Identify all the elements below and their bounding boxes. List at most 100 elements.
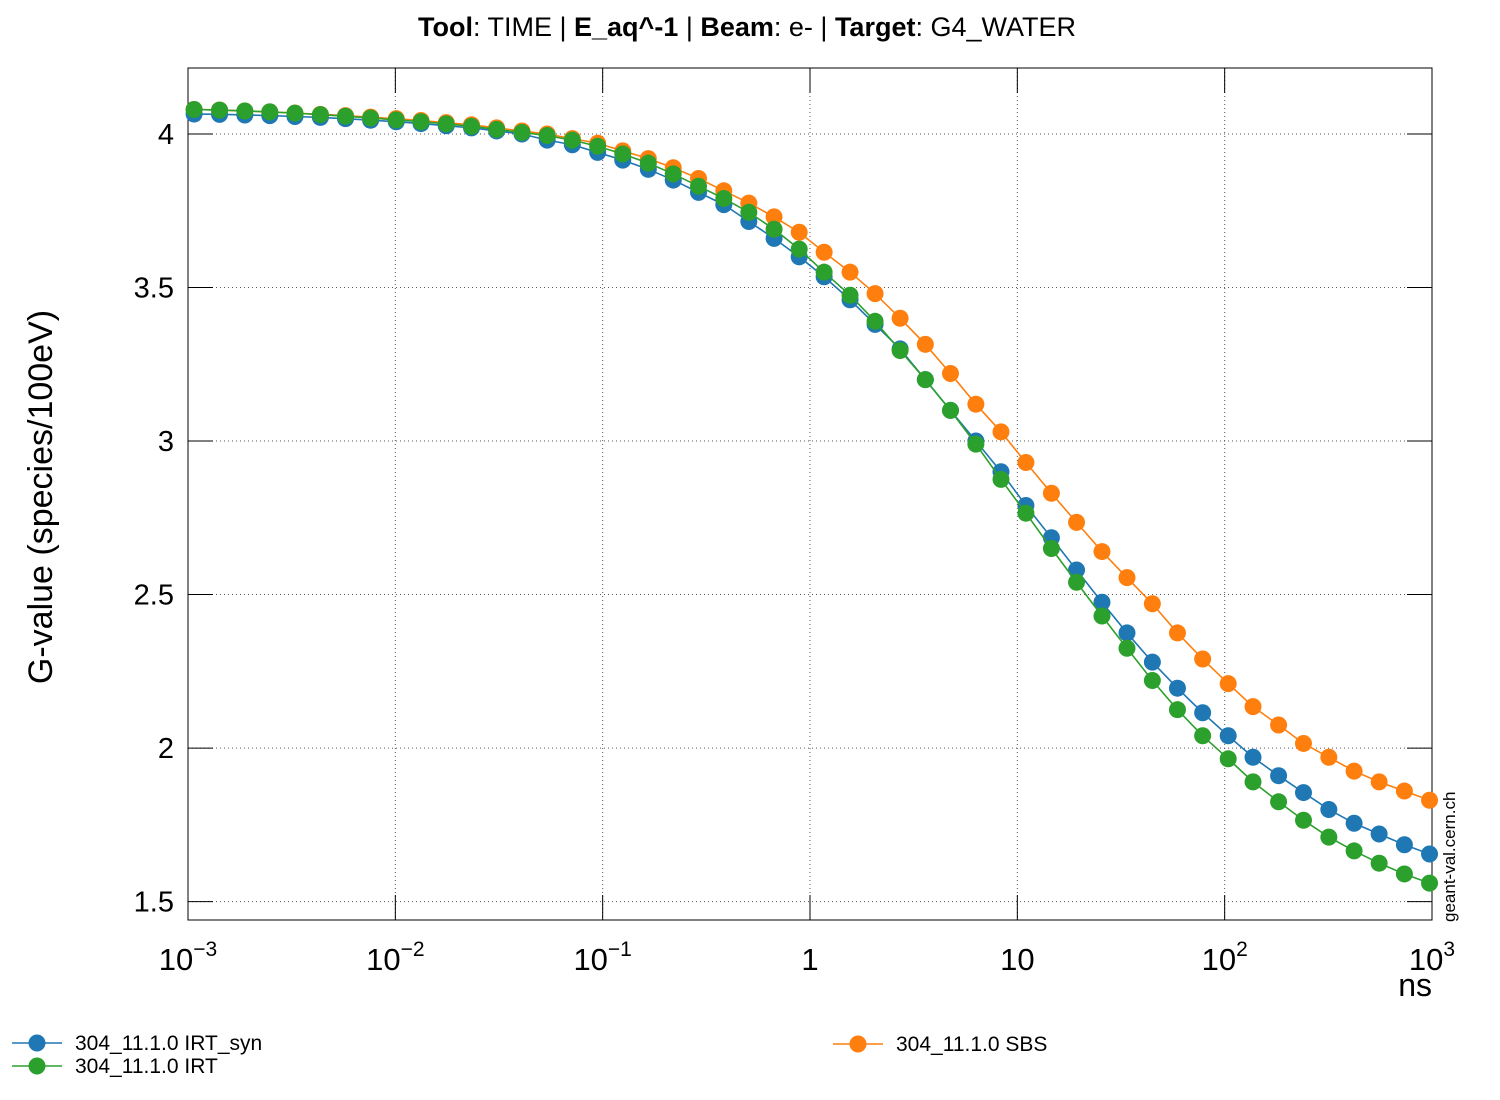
data-point — [1068, 573, 1086, 591]
data-point — [1093, 607, 1111, 625]
data-point — [1244, 748, 1262, 766]
x-tick-base: 10 — [1202, 942, 1236, 977]
chart-title: Tool: TIME | E_aq^-1 | Beam: e- | Target… — [418, 12, 1076, 42]
x-tick-exponent: −2 — [401, 938, 425, 961]
data-point — [715, 189, 733, 207]
data-point — [286, 104, 304, 122]
data-point — [790, 240, 808, 258]
data-point — [891, 309, 909, 327]
x-tick-base: 10 — [159, 942, 193, 977]
data-point — [1068, 561, 1086, 579]
data-point — [1345, 842, 1363, 860]
data-point — [1270, 767, 1288, 785]
legend-entry: 304_11.1.0 IRT — [12, 1055, 218, 1078]
data-point — [211, 101, 229, 119]
data-point — [967, 395, 985, 413]
data-point — [1143, 653, 1161, 671]
y-tick-label: 1.5 — [134, 887, 174, 919]
data-point — [1395, 865, 1413, 883]
title-part: Tool — [418, 12, 473, 42]
data-point — [992, 423, 1010, 441]
legend-marker — [28, 1057, 46, 1075]
data-point — [412, 113, 430, 131]
data-point — [740, 203, 758, 221]
data-point — [992, 470, 1010, 488]
data-point — [614, 145, 632, 163]
data-point — [1244, 698, 1262, 716]
data-point — [1017, 504, 1035, 522]
data-point — [1118, 569, 1136, 587]
data-point — [337, 107, 355, 125]
data-point — [1370, 773, 1388, 791]
data-point — [1244, 773, 1262, 791]
x-tick-label: 102 — [1202, 938, 1248, 977]
data-point — [513, 123, 531, 141]
data-point — [916, 335, 934, 353]
data-point — [1093, 543, 1111, 561]
data-point — [1320, 748, 1338, 766]
data-point — [1219, 675, 1237, 693]
data-point — [185, 100, 203, 118]
data-point — [1143, 672, 1161, 690]
data-point — [815, 243, 833, 261]
legend-label: 304_11.1.0 SBS — [896, 1033, 1047, 1056]
data-point — [1320, 800, 1338, 818]
data-point — [1194, 650, 1212, 668]
legend-entry: 304_11.1.0 SBS — [833, 1033, 1047, 1056]
y-axis-label: G-value (species/100eV) — [22, 310, 60, 684]
data-point — [1370, 825, 1388, 843]
data-point — [967, 435, 985, 453]
data-point — [1421, 845, 1439, 863]
y-tick-label: 3.5 — [134, 273, 174, 305]
series — [185, 100, 1439, 892]
title-part: : TIME | — [473, 12, 574, 42]
y-tick-label: 2 — [158, 733, 174, 765]
legend-marker — [849, 1035, 867, 1053]
data-point — [538, 127, 556, 145]
data-point — [589, 137, 607, 155]
data-point — [916, 371, 934, 389]
data-point — [1042, 484, 1060, 502]
data-point — [1345, 762, 1363, 780]
x-tick-label: 10 — [1000, 942, 1034, 977]
data-point — [1270, 716, 1288, 734]
data-point — [639, 154, 657, 172]
data-point — [1395, 836, 1413, 854]
legend-label: 304_11.1.0 IRT_syn — [75, 1032, 262, 1055]
legend-entry: 304_11.1.0 IRT_syn — [12, 1032, 262, 1055]
data-point — [1042, 539, 1060, 557]
title-part: : G4_WATER — [915, 12, 1076, 42]
data-point — [1168, 624, 1186, 642]
x-tick-label: 10−1 — [573, 938, 631, 977]
data-point — [841, 286, 859, 304]
y-tick-label: 4 — [158, 119, 174, 151]
x-tick-label: 10−2 — [366, 938, 424, 977]
title-part: Target — [835, 12, 916, 42]
watermark: geant-val.cern.ch — [1440, 792, 1459, 922]
data-point — [437, 115, 455, 133]
x-tick-label: 10−3 — [159, 938, 217, 977]
title-part: | — [678, 12, 700, 42]
data-point — [1219, 727, 1237, 745]
data-point — [362, 109, 380, 127]
data-point — [941, 364, 959, 382]
data-point — [1194, 704, 1212, 722]
data-point — [1395, 782, 1413, 800]
title-part: Beam — [700, 12, 774, 42]
data-point — [1320, 828, 1338, 846]
data-point — [1017, 454, 1035, 472]
x-tick-base: 10 — [366, 942, 400, 977]
legend-marker — [28, 1034, 46, 1052]
data-point — [1194, 727, 1212, 745]
data-point — [488, 120, 506, 138]
data-point — [664, 165, 682, 183]
data-point — [1421, 791, 1439, 809]
data-point — [1118, 639, 1136, 657]
data-point — [563, 131, 581, 149]
data-point — [690, 177, 708, 195]
data-point — [261, 103, 279, 121]
x-tick-exponent: 3 — [1443, 938, 1455, 961]
data-point — [1143, 595, 1161, 613]
y-tick-label: 3 — [158, 426, 174, 458]
data-point — [765, 208, 783, 226]
